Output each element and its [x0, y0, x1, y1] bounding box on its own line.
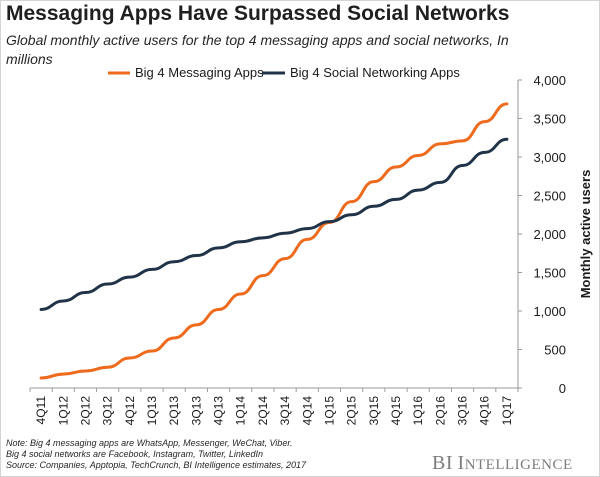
x-tick-label: 2Q14	[256, 396, 270, 426]
x-tick-label: 2Q13	[167, 396, 181, 426]
y-tick-label: 2,500	[533, 189, 566, 204]
x-tick-label: 2Q16	[433, 396, 447, 426]
x-tick-label: 3Q15	[367, 396, 381, 426]
x-tick-label: 1Q15	[322, 396, 336, 426]
legend-label: Big 4 Social Networking Apps	[290, 65, 460, 80]
x-tick-label: 1Q12	[56, 396, 70, 426]
y-tick-label: 3,500	[533, 112, 566, 127]
chart-subtitle: Global monthly active users for the top …	[6, 32, 509, 67]
x-tick-label: 3Q14	[278, 396, 292, 426]
note-social-networks: Big 4 social networks are Facebook, Inst…	[6, 449, 263, 459]
x-tick-label: 2Q15	[345, 396, 359, 426]
y-tick-label: 1,000	[533, 304, 566, 319]
x-tick-label: 3Q16	[456, 396, 470, 426]
legend-label: Big 4 Messaging Apps	[135, 65, 264, 80]
y-tick-label: 500	[544, 343, 566, 358]
y-tick-label: 4,000	[533, 73, 566, 88]
note-source: Source: Companies, Apptopia, TechCrunch,…	[6, 460, 307, 470]
x-tick-label: 4Q14	[300, 396, 314, 426]
x-tick-label: 4Q11	[34, 396, 48, 425]
x-tick-label: 1Q14	[234, 396, 248, 426]
note-messaging-apps: Note: Big 4 messaging apps are WhatsApp,…	[6, 438, 293, 448]
x-tick-label: 2Q12	[78, 396, 92, 426]
y-axis-title: Monthly active users	[578, 170, 593, 299]
chart-title: Messaging Apps Have Surpassed Social Net…	[6, 2, 510, 25]
chart-notes: Note: Big 4 messaging apps are WhatsApp,…	[6, 438, 306, 471]
x-tick-label: 4Q12	[123, 396, 137, 426]
series-line-messaging	[39, 102, 509, 380]
x-tick-label: 1Q16	[411, 396, 425, 426]
x-tick-label: 3Q12	[101, 396, 115, 426]
x-tick-label: 4Q15	[389, 396, 403, 426]
x-tick-label: 4Q16	[478, 396, 492, 426]
x-tick-label: 1Q13	[145, 396, 159, 426]
x-tick-label: 1Q17	[500, 396, 514, 426]
series-line-social	[39, 137, 509, 311]
y-tick-label: 1,500	[533, 266, 566, 281]
y-tick-label: 0	[559, 381, 566, 396]
y-tick-label: 3,000	[533, 150, 566, 165]
x-tick-label: 3Q13	[189, 396, 203, 426]
bi-intelligence-logo: BI INTELLIGENCE	[432, 452, 573, 474]
x-tick-label: 4Q13	[212, 396, 226, 426]
y-tick-label: 2,000	[533, 227, 566, 242]
